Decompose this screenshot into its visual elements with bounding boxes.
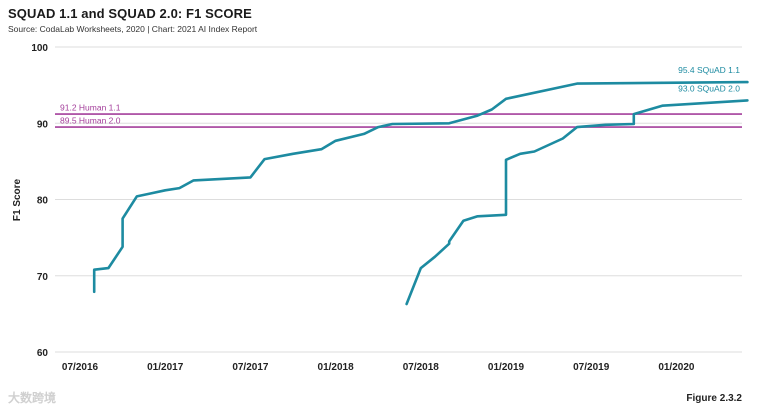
y-tick-80: 80	[37, 196, 49, 207]
series-lines	[92, 80, 749, 306]
human-line-label-0: 91.2 Human 1.1	[60, 103, 121, 113]
x-tick-0: 07/2016	[62, 362, 99, 373]
chart-source: Source: CodaLab Worksheets, 2020 | Chart…	[8, 24, 258, 34]
series-end-label-1: 93.0 SQuAD 2.0	[678, 83, 740, 93]
series-end-label-0: 95.4 SQuAD 1.1	[678, 65, 740, 75]
human-line-label-1: 89.5 Human 2.0	[60, 116, 121, 126]
watermark-logo: 大数跨境	[8, 391, 57, 405]
reference-lines: 91.2 Human 1.1 89.5 Human 2.0	[55, 103, 742, 128]
x-tick-4: 07/2018	[403, 362, 440, 373]
x-tick-3: 01/2018	[318, 362, 355, 373]
y-tick-labels: 60 70 80 90 100	[31, 43, 48, 359]
x-tick-6: 07/2019	[573, 362, 610, 373]
x-tick-5: 01/2019	[488, 362, 525, 373]
y-tick-60: 60	[37, 348, 49, 359]
x-tick-labels: 07/2016 01/2017 07/2017 01/2018 07/2018 01/20…	[62, 362, 695, 373]
x-tick-7: 01/2020	[658, 362, 695, 373]
y-tick-100: 100	[31, 43, 48, 54]
series-line-1	[405, 99, 749, 306]
x-tick-2: 07/2017	[232, 362, 269, 373]
x-tick-1: 01/2017	[147, 362, 184, 373]
grid-lines	[55, 46, 742, 353]
chart-title: SQUAD 1.1 and SQUAD 2.0: F1 SCORE	[8, 6, 252, 21]
figure-label: Figure 2.3.2	[686, 393, 742, 404]
series-end-labels: 95.4 SQuAD 1.1 93.0 SQuAD 2.0	[678, 65, 740, 93]
y-axis-label: F1 Score	[12, 178, 23, 221]
y-tick-90: 90	[37, 119, 49, 130]
series-line-0	[92, 80, 749, 294]
y-tick-70: 70	[37, 272, 49, 283]
